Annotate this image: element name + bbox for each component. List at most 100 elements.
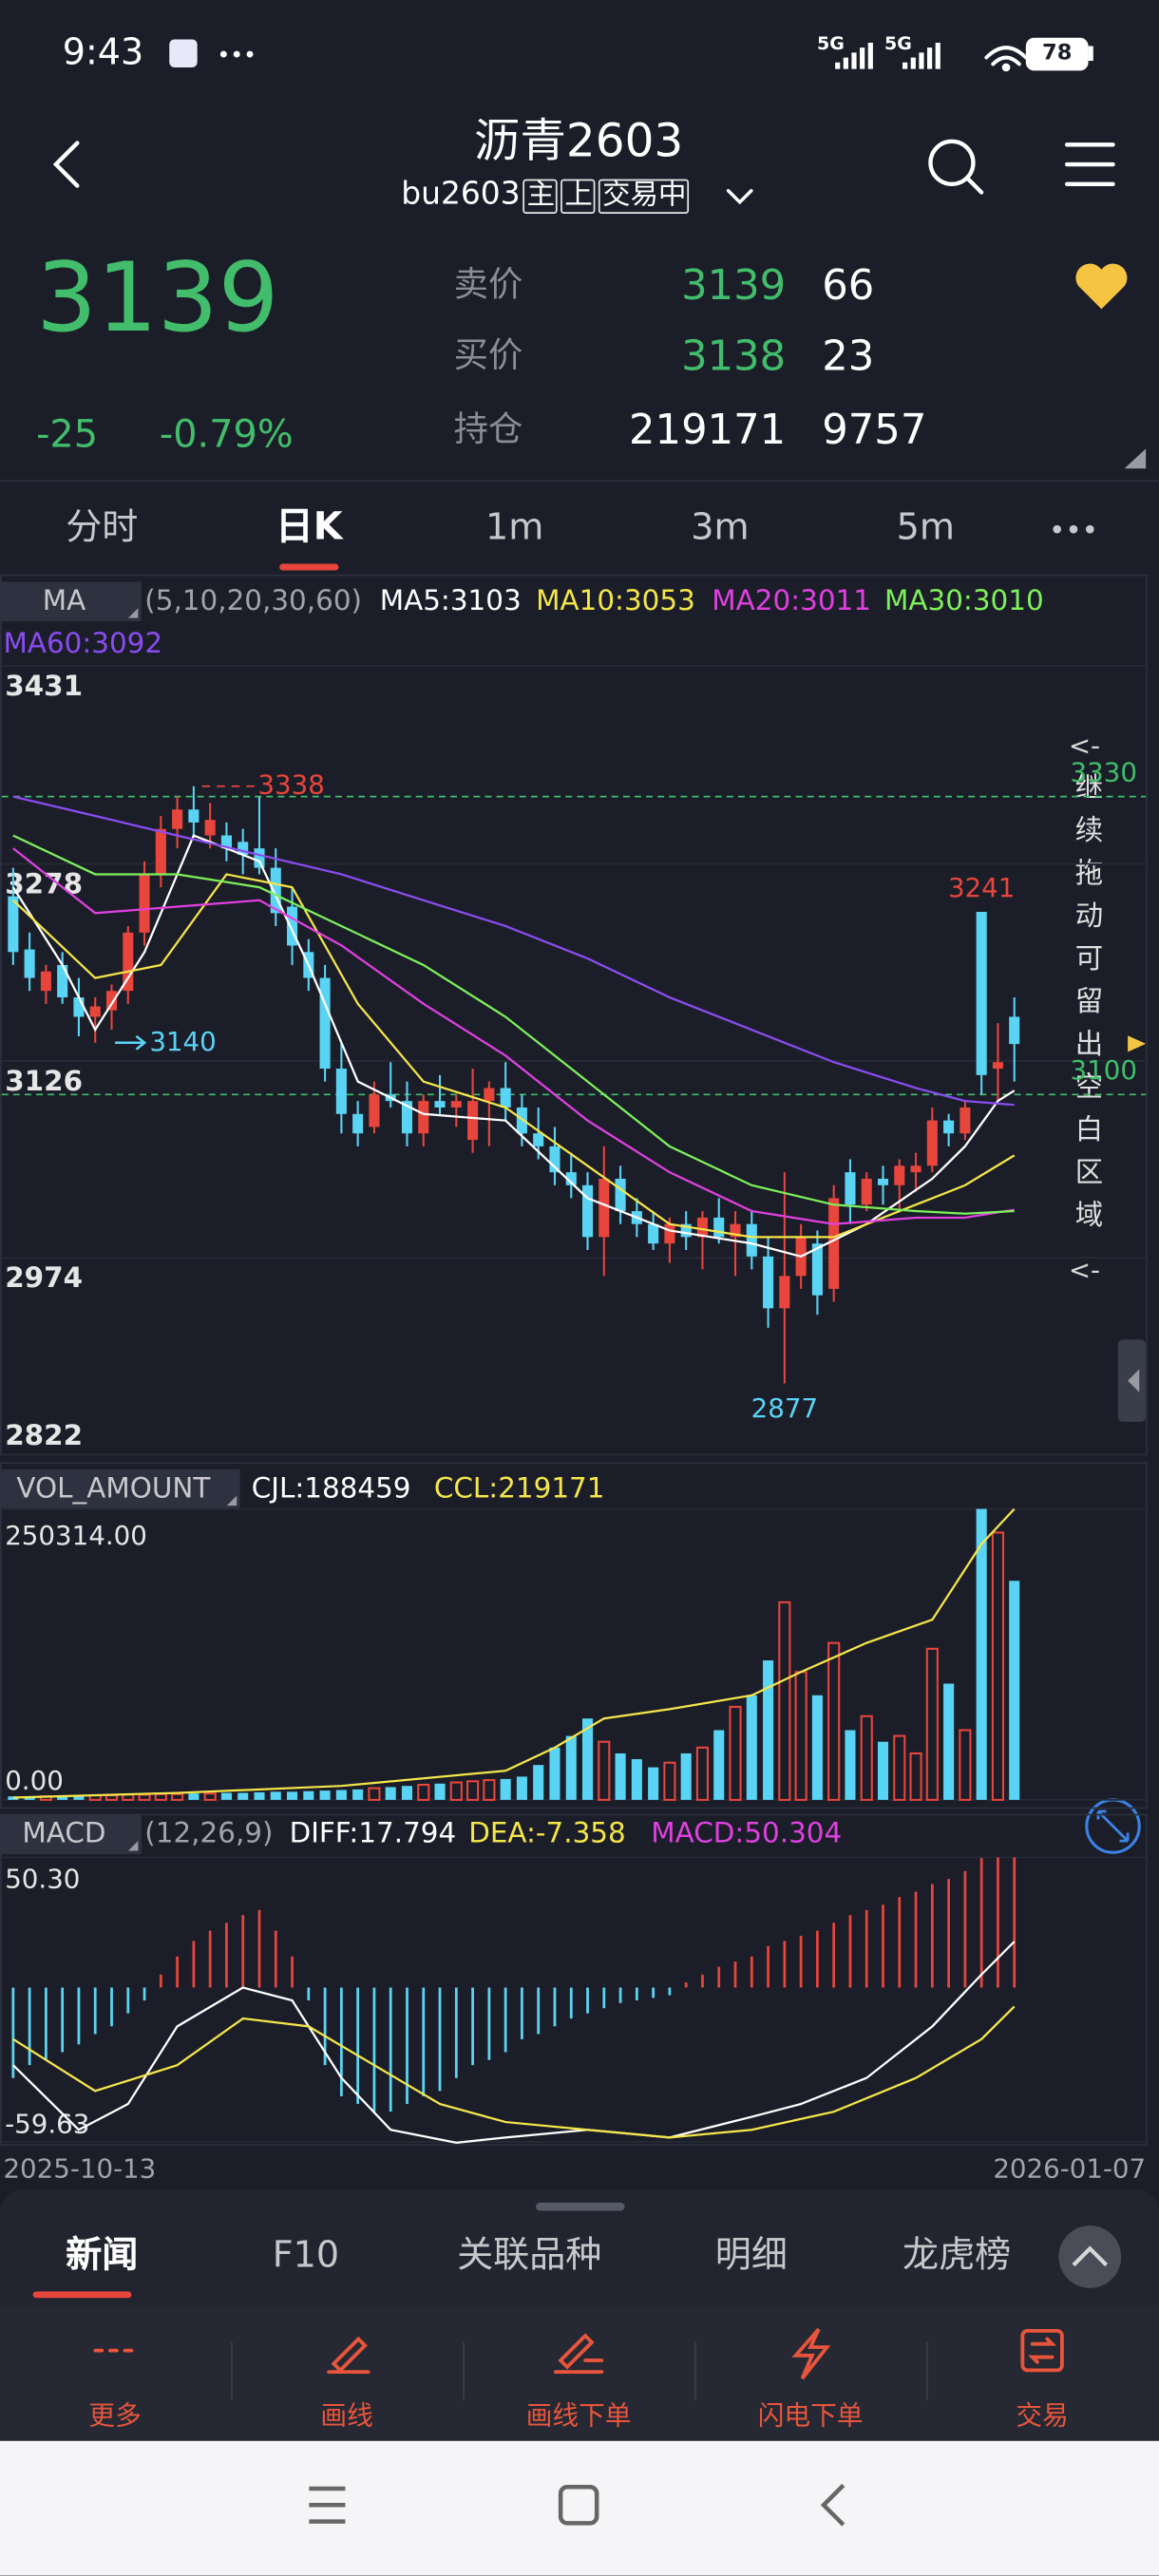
nav-back[interactable]	[820, 2483, 846, 2527]
volume-bar	[270, 1791, 281, 1800]
volume-bar	[533, 1765, 544, 1800]
bottom-tab[interactable]: 关联品种	[457, 2235, 602, 2277]
toolbar-label[interactable]: 画线下单	[525, 2399, 632, 2432]
candle-body	[713, 1217, 725, 1238]
candle-body	[57, 964, 68, 998]
candle-body	[450, 1101, 462, 1108]
bottom-tab[interactable]: 龙虎榜	[902, 2235, 1012, 2277]
indicator-line	[12, 795, 1015, 1107]
icon-draw-order	[554, 2333, 604, 2375]
candle-body	[89, 1006, 101, 1017]
toolbar-label[interactable]: 更多	[88, 2399, 142, 2432]
volume-bar	[466, 1780, 480, 1801]
indicator-line	[11, 834, 1016, 1258]
quote-value: 3138	[681, 331, 787, 380]
indicator-name: MACD	[22, 1817, 105, 1849]
dot	[219, 50, 227, 58]
expand-corner[interactable]	[1124, 448, 1147, 469]
search-icon[interactable]	[928, 139, 976, 186]
tab[interactable]: 5m	[896, 507, 955, 549]
tab-active[interactable]: 日K	[276, 505, 343, 549]
candle-body	[648, 1223, 659, 1244]
indicator-line	[12, 2005, 1016, 2139]
y-tick-label: 0.00	[5, 1765, 64, 1796]
dropdown-icon[interactable]	[726, 189, 753, 205]
volume-bar	[925, 1647, 939, 1801]
candle-body	[418, 1101, 429, 1134]
extreme-label: 2877	[751, 1392, 818, 1424]
level-label: 3330	[1071, 756, 1137, 787]
extreme-arrow	[114, 1034, 147, 1051]
menu-icon[interactable]	[1064, 142, 1115, 186]
change: -25	[36, 414, 99, 458]
legend-box	[0, 581, 142, 622]
icons	[52, 46, 1115, 205]
tab[interactable]: 3m	[691, 507, 750, 549]
toolbar-label[interactable]: 画线	[320, 2399, 373, 2432]
candle-body	[73, 997, 85, 1017]
candle-body	[500, 1088, 511, 1108]
volume-bar	[500, 1778, 511, 1800]
indicator-line	[12, 847, 1015, 1225]
candle-body	[992, 1062, 1003, 1070]
volume-bar	[254, 1791, 265, 1800]
bottom-tab-active[interactable]: 新闻	[66, 2235, 139, 2277]
indicator-line	[12, 1507, 1016, 1799]
volume-bar	[976, 1508, 987, 1800]
nav-menu[interactable]	[309, 2486, 346, 2524]
volume-bar	[713, 1730, 725, 1800]
quote-value: 219171	[629, 406, 787, 454]
nav-icons[interactable]	[309, 2483, 846, 2527]
candle-body	[220, 835, 232, 849]
wifi-dot	[1001, 63, 1011, 72]
tab[interactable]: 分时	[66, 507, 139, 549]
tab[interactable]: 1m	[484, 507, 544, 549]
volume-bar	[1009, 1581, 1020, 1800]
y-tick-label: 3431	[5, 670, 83, 702]
legend-entry: CJL:188459	[252, 1471, 411, 1504]
collapse-arrow	[1072, 2245, 1109, 2267]
signal-bars	[835, 42, 940, 69]
y-tick-label: 50.30	[5, 1864, 80, 1895]
nav-home[interactable]	[558, 2484, 599, 2526]
candle-body	[484, 1088, 495, 1102]
drag-arrow: <-	[1068, 1254, 1101, 1286]
candle-body	[188, 809, 200, 823]
bottom-tab[interactable]: 明细	[714, 2235, 788, 2277]
header-sub: bu2603 主上交易中	[401, 179, 690, 214]
battery-tip	[1088, 46, 1093, 62]
volume-bar	[57, 1795, 68, 1800]
candle-body	[960, 1107, 971, 1134]
candle-body	[172, 809, 183, 829]
favorite-icon[interactable]	[1075, 263, 1128, 310]
candle-body	[696, 1217, 709, 1238]
volume-bar	[171, 1792, 184, 1801]
y-tick-label: 250314.00	[5, 1520, 147, 1551]
candle-body	[155, 828, 166, 875]
drag-handle[interactable]	[536, 2202, 625, 2211]
bottom-tab[interactable]: F10	[272, 2235, 340, 2277]
back-icon[interactable]	[52, 141, 80, 188]
more-tabs[interactable]	[1053, 524, 1094, 534]
candle-body	[664, 1223, 675, 1244]
icon-trade	[1020, 2328, 1064, 2373]
icon-draw	[327, 2336, 370, 2375]
volume-bar	[401, 1786, 413, 1800]
volume-bar	[8, 1796, 19, 1800]
volume-bar	[434, 1783, 446, 1800]
volume-bar	[909, 1752, 922, 1801]
volume-bar	[417, 1783, 430, 1801]
candle-body	[779, 1276, 790, 1309]
volume-bar	[238, 1792, 249, 1800]
legend-entry: CCL:219171	[434, 1471, 605, 1504]
collapse-button[interactable]	[1058, 2226, 1122, 2288]
volume-bar	[220, 1792, 232, 1800]
candle-body	[467, 1101, 479, 1141]
toolbar-separators	[231, 2341, 928, 2400]
candle-body	[976, 912, 987, 1075]
toolbar-label[interactable]: 交易	[1016, 2399, 1069, 2432]
toolbar-label[interactable]: 闪电下单	[757, 2399, 864, 2432]
volume-bar	[959, 1729, 972, 1801]
candle-body	[615, 1178, 626, 1212]
